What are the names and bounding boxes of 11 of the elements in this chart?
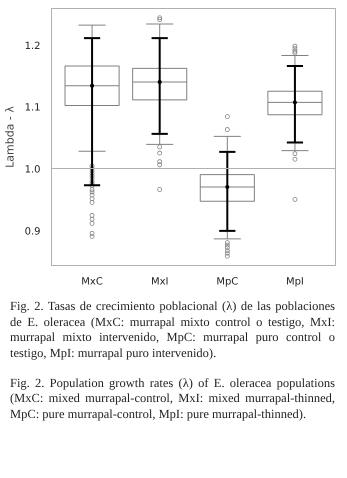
y-tick-label: 0.9 xyxy=(24,226,41,238)
y-axis-title: Lambda - λ xyxy=(4,106,17,168)
x-tick-label: MxC xyxy=(81,276,103,288)
y-tick-label: 1.1 xyxy=(24,102,41,114)
y-tick-label: 1.2 xyxy=(24,40,41,52)
caption: Fig. 2. Population growth rates (λ) of E. oleracea populations (MxC: mixed murrapal-control, MxI: mixed murrapal-thinned, MpC: pure murrapal-control, MpI: pure murrapal-thinned). xyxy=(10,376,335,422)
x-tick-label: MpI xyxy=(286,276,304,288)
x-tick-label: MpC xyxy=(216,276,238,288)
caption: Fig. 2. Tasas de crecimiento poblacional (λ) de las poblaciones de E. oleracea (MxC: murrapal mixto control o testigo, MxI: murrapal mixto intervenido, MpC: murrapal puro control o testigo, MpI: murrapal puro intervenido). xyxy=(10,299,335,362)
y-tick-label: 1.0 xyxy=(24,164,41,176)
x-tick-label: MxI xyxy=(150,276,168,288)
